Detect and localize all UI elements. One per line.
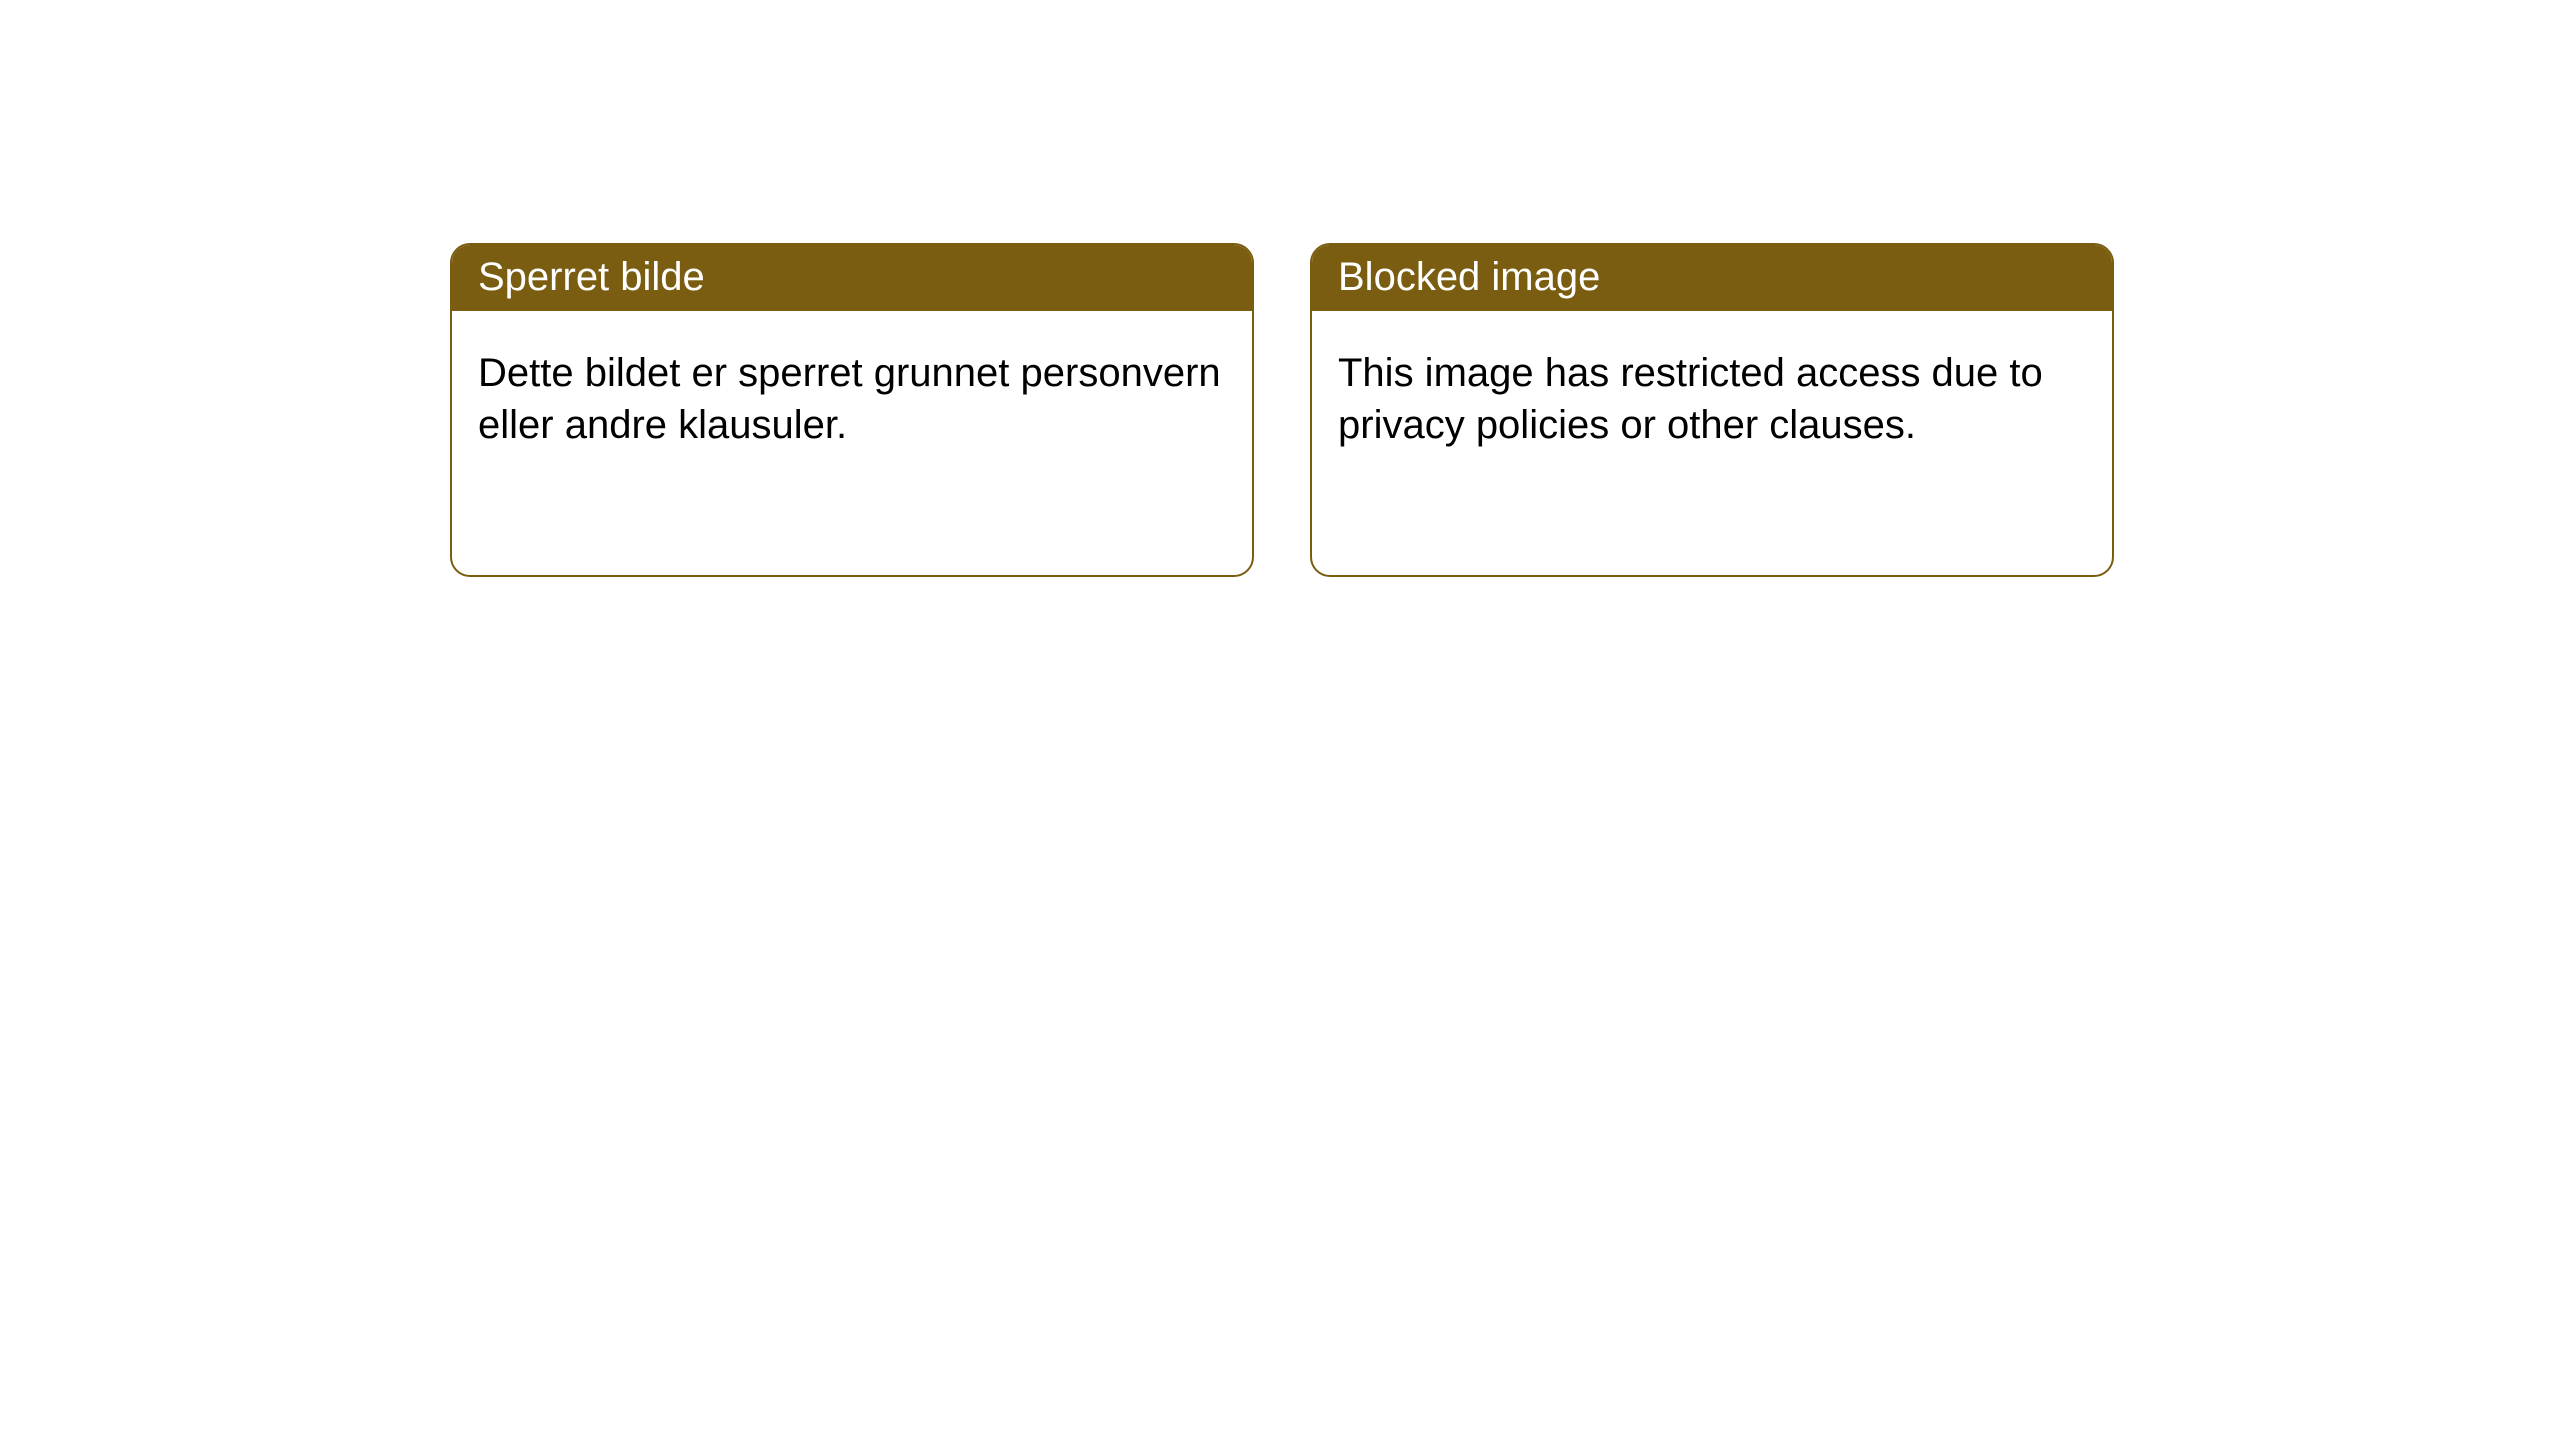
notice-card-english: Blocked image This image has restricted …: [1310, 243, 2114, 577]
notice-title: Sperret bilde: [478, 255, 705, 299]
notice-card-norwegian: Sperret bilde Dette bildet er sperret gr…: [450, 243, 1254, 577]
notice-body-english: This image has restricted access due to …: [1312, 311, 2112, 487]
notice-header-english: Blocked image: [1312, 245, 2112, 311]
notice-message: This image has restricted access due to …: [1338, 351, 2043, 447]
notice-message: Dette bildet er sperret grunnet personve…: [478, 351, 1221, 447]
notice-container: Sperret bilde Dette bildet er sperret gr…: [0, 0, 2560, 577]
notice-body-norwegian: Dette bildet er sperret grunnet personve…: [452, 311, 1252, 487]
notice-title: Blocked image: [1338, 255, 1600, 299]
notice-header-norwegian: Sperret bilde: [452, 245, 1252, 311]
